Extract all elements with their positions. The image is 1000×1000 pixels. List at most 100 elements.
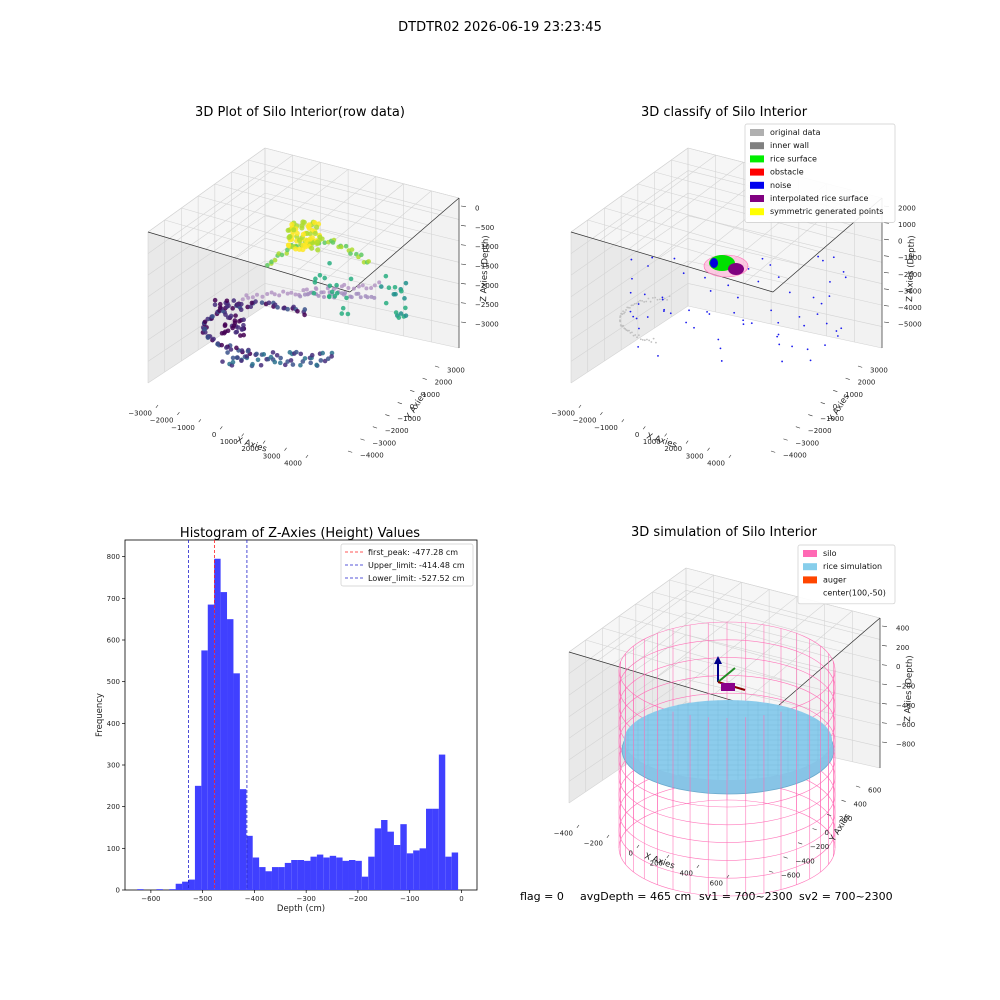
gridline	[684, 596, 798, 687]
x-tick-mark	[621, 419, 625, 423]
histogram-bar	[406, 853, 414, 890]
data-point	[327, 260, 332, 266]
histogram-legend-label: Lower_limit: -527.52 cm	[368, 574, 465, 583]
x-tick-label: 3000	[263, 452, 281, 460]
data-point	[360, 283, 365, 288]
gridline	[164, 219, 366, 279]
data-point	[224, 298, 230, 304]
original-point	[643, 301, 646, 303]
noise-point	[816, 313, 819, 316]
noise-point	[757, 280, 760, 283]
gridline	[234, 169, 349, 258]
data-point	[210, 314, 215, 319]
data-point	[234, 345, 239, 351]
data-point	[224, 345, 229, 350]
histogram-bar	[137, 889, 144, 890]
noise-point	[829, 280, 831, 283]
original-point	[628, 329, 630, 332]
data-point	[233, 313, 238, 318]
y-tick-mark	[855, 785, 861, 788]
gridline	[599, 154, 716, 241]
gridline	[652, 591, 849, 646]
data-point	[231, 298, 237, 303]
histogram-bar	[336, 857, 343, 890]
x-tick-mark	[664, 433, 667, 437]
x-tick-label: −3000	[551, 410, 575, 418]
data-point	[241, 317, 246, 323]
noise-point	[812, 296, 815, 299]
data-point	[212, 297, 218, 303]
noise-point	[809, 359, 812, 362]
histogram-bar	[271, 867, 279, 890]
y-tick-label: 0	[833, 403, 837, 411]
simulation-legend-label: auger	[823, 575, 847, 584]
figure-title: DTDTR02 2026-06-19 23:23:45	[398, 20, 602, 35]
data-point	[238, 333, 243, 338]
x-tick-label: 0	[629, 850, 633, 858]
original-point	[623, 312, 625, 315]
y-tick-label: −400	[796, 857, 815, 865]
original-point	[634, 334, 637, 336]
data-point	[261, 352, 267, 357]
y-tick-label: 0	[825, 829, 829, 837]
histogram-bar	[284, 862, 292, 890]
gridline	[628, 162, 744, 250]
data-point	[217, 305, 223, 310]
gridline	[570, 260, 689, 341]
data-point	[343, 291, 348, 296]
histogram-bar	[445, 856, 452, 890]
data-point	[358, 295, 363, 300]
noise-point	[657, 355, 659, 357]
z-tick-label: 2000	[898, 205, 916, 213]
status-sv2: sv2 = 700~2300	[799, 890, 893, 903]
noise-point	[638, 327, 640, 330]
data-point	[348, 251, 353, 256]
noise-point	[761, 257, 764, 260]
histogram-bar	[265, 871, 272, 890]
data-point	[244, 354, 250, 359]
data-point	[313, 276, 318, 282]
y-tick-mark	[783, 438, 788, 441]
data-point	[277, 293, 282, 298]
classify-legend-label: inner wall	[770, 141, 809, 150]
gridline	[570, 192, 689, 276]
histogram-bars	[137, 558, 459, 890]
z-tick-mark	[460, 321, 466, 323]
histogram-title: Histogram of Z-Axies (Height) Values	[180, 526, 420, 541]
original-point	[635, 302, 638, 305]
y-tick-mark	[797, 842, 803, 845]
noise-point	[632, 315, 635, 318]
classify-legend-label: symmetric generated points	[770, 207, 883, 216]
z-tick-label: 0	[896, 663, 900, 671]
z-tick-mark	[883, 255, 889, 257]
data-point	[309, 352, 315, 358]
y-tick-mark	[808, 414, 813, 417]
data-point	[327, 283, 333, 289]
noise-point	[777, 276, 780, 279]
noise-point	[747, 267, 750, 270]
data-point	[383, 273, 389, 279]
histogram-bar	[246, 835, 253, 890]
gridline	[655, 589, 770, 678]
data-point	[398, 311, 404, 316]
data-point	[255, 357, 261, 363]
data-point	[342, 282, 347, 287]
original-point	[643, 339, 646, 342]
y-tick-label: 600	[868, 787, 881, 795]
x-tick-mark	[600, 411, 603, 416]
classify-legend-label: noise	[770, 181, 791, 190]
original-point	[621, 313, 624, 316]
data-point	[285, 306, 290, 312]
gridline	[570, 170, 689, 254]
data-point	[250, 295, 255, 300]
noise-point	[661, 296, 664, 299]
simulation-x-label: X Axies	[643, 851, 676, 871]
y-tick-label: 2000	[858, 379, 876, 387]
noise-point	[836, 335, 839, 337]
histogram-bar	[188, 879, 195, 890]
data-point	[225, 350, 230, 355]
data-point	[366, 259, 371, 264]
data-point	[316, 293, 321, 298]
z-tick-mark	[883, 305, 889, 307]
